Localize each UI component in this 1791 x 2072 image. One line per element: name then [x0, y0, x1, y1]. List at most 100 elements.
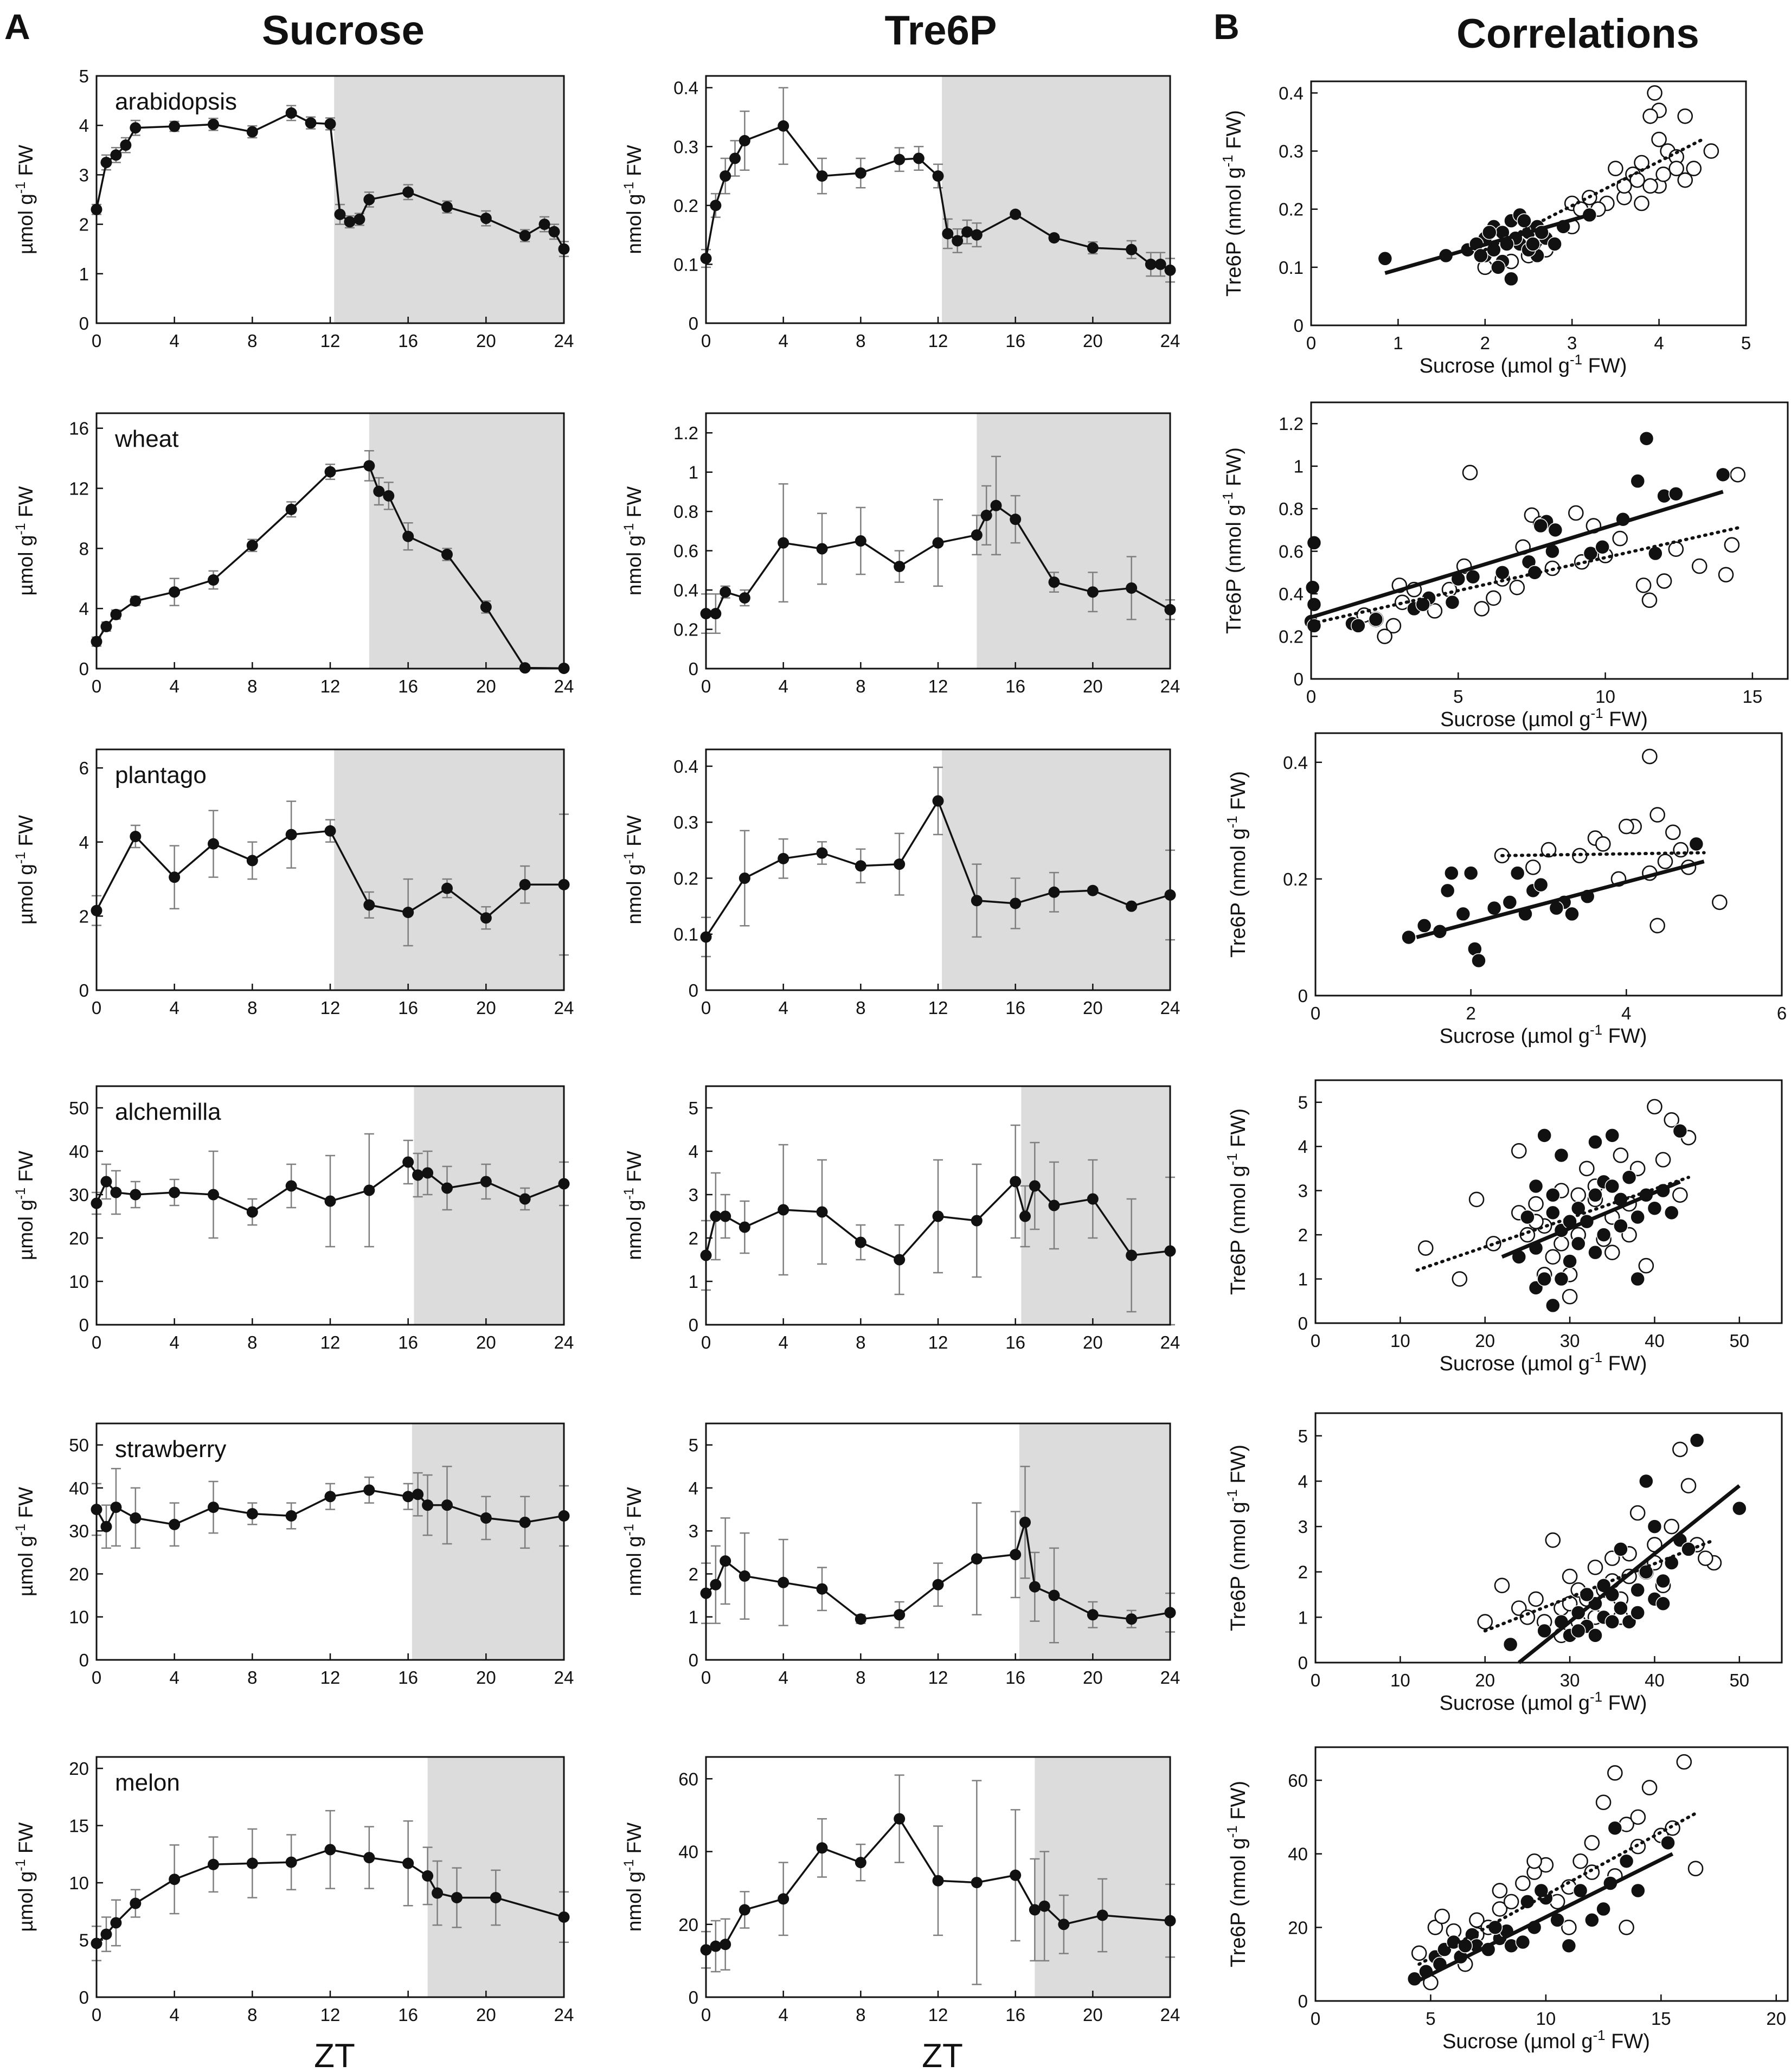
melon-sucrose-y-tick-label: 20 [69, 1759, 89, 1779]
melon-tre6p-data-point [1038, 1900, 1050, 1912]
alchemilla-correlation-light-period-point [1528, 1196, 1544, 1212]
arabidopsis-tre6p-x-tick-label: 0 [701, 331, 711, 351]
plantago-tre6p-data-point [894, 858, 906, 870]
plantago-correlation-light-period-point [1642, 748, 1658, 765]
plantago-correlation-plot-frame [1314, 732, 1783, 997]
alchemilla-correlation-regression-dark [1501, 1180, 1681, 1259]
arabidopsis-correlation-dark-period-point [1377, 251, 1393, 266]
plantago-correlation-regression-light [1500, 851, 1706, 857]
strawberry-sucrose-species-title: strawberry [115, 1436, 226, 1462]
wheat-correlation-x-tick-label: 0 [1306, 687, 1316, 707]
plantago-sucrose-data-point [402, 907, 414, 919]
melon-correlation-light-period-point [1641, 1780, 1658, 1795]
alchemilla-sucrose-dark-period-shade [414, 1086, 564, 1325]
wheat-sucrose-data-point [441, 548, 453, 560]
strawberry-sucrose-data-point [363, 1484, 375, 1496]
alchemilla-sucrose-data-point [402, 1156, 414, 1168]
plantago-tre6p-data-point [1126, 900, 1138, 912]
strawberry-sucrose-y-tick-label: 50 [69, 1435, 89, 1455]
plantago-correlation-dark-period-point [1444, 865, 1459, 881]
wheat-sucrose-data-point [208, 574, 219, 586]
plantago-correlation-light-period-point [1665, 824, 1681, 841]
melon-correlation-regression-dark [1414, 1852, 1674, 1985]
alchemilla-sucrose-data-point [480, 1176, 492, 1188]
plantago-correlation-y-tick-label: 0.2 [1283, 869, 1308, 889]
melon-sucrose-data-point [208, 1858, 219, 1870]
alchemilla-correlation-dark-period-point [1588, 1134, 1603, 1150]
melon-sucrose-data-point [402, 1857, 414, 1869]
melon-sucrose-x-tick-label: 12 [320, 2005, 341, 2025]
arabidopsis-sucrose-y-tick-label: 4 [79, 116, 89, 136]
alchemilla-correlation-dark-period-point [1545, 1188, 1561, 1203]
strawberry-correlation-x-tick-label: 50 [1729, 1670, 1749, 1690]
strawberry-correlation-light-period-point [1629, 1505, 1646, 1521]
zt-axis-label-sucrose: ZT [314, 2037, 355, 2072]
wheat-tre6p-chart: 0 4 8 12 16 20 24 0 0.2 0.4 0.6 0.8 1 1.2 nmol g-1 FW [621, 412, 1180, 696]
strawberry-sucrose-data-point [324, 1491, 336, 1503]
alchemilla-correlation-light-period-point [1545, 1249, 1561, 1265]
alchemilla-correlation-y-tick-label: 1 [1298, 1269, 1308, 1290]
strawberry-sucrose-y-tick-label: 0 [79, 1650, 89, 1670]
alchemilla-tre6p-data-point [816, 1206, 828, 1218]
arabidopsis-sucrose-x-tick-label: 12 [320, 331, 341, 351]
strawberry-tre6p-x-tick-label: 8 [856, 1667, 865, 1688]
melon-sucrose-y-tick-label: 0 [79, 1987, 89, 2007]
plantago-correlation-dark-period-point [1440, 883, 1455, 899]
wheat-sucrose-data-point [130, 595, 142, 607]
strawberry-sucrose-x-tick-label: 20 [476, 1667, 496, 1688]
strawberry-correlation-dark-period-point [1639, 1564, 1654, 1580]
plantago-correlation-y-tick-label: 0 [1298, 986, 1308, 1006]
melon-correlation-light-period-point [1434, 1908, 1450, 1925]
strawberry-tre6p-data-point [710, 1579, 722, 1590]
arabidopsis-sucrose-data-point [324, 118, 336, 130]
alchemilla-tre6p-x-tick-label: 0 [701, 1332, 711, 1352]
strawberry-correlation-dark-period-point [1655, 1573, 1671, 1589]
strawberry-correlation-y-axis-label: Tre6P (nmol g-1 FW) [1224, 1445, 1250, 1631]
alchemilla-correlation-dark-period-point [1604, 1178, 1620, 1194]
alchemilla-correlation-dark-period-point [1621, 1170, 1637, 1185]
arabidopsis-tre6p-y-tick-label: 0.1 [673, 254, 698, 274]
melon-correlation-dark-period-point [1596, 1901, 1611, 1917]
arabidopsis-correlation-dark-period-point [1504, 271, 1519, 287]
arabidopsis-sucrose-data-point [441, 201, 453, 213]
wheat-correlation-regression-light [1309, 526, 1739, 625]
melon-sucrose-data-point [130, 1897, 142, 1909]
wheat-correlation-light-period-point [1668, 541, 1684, 557]
wheat-correlation-dark-period-point [1351, 618, 1366, 633]
plantago-correlation-dark-period-point [1689, 836, 1704, 852]
wheat-sucrose-x-tick-label: 8 [247, 676, 257, 696]
plantago-sucrose-data-point [208, 838, 219, 850]
melon-tre6p-data-point [894, 1813, 906, 1825]
plantago-correlation-dark-period-point [1533, 877, 1549, 893]
melon-correlation-dark-period-point [1660, 1835, 1676, 1851]
plantago-sucrose-species-title: plantago [115, 762, 207, 788]
strawberry-correlation-dark-period-point [1604, 1614, 1620, 1630]
alchemilla-sucrose-y-tick-label: 50 [69, 1098, 89, 1118]
plantago-correlation-dark-period-point [1455, 906, 1471, 922]
strawberry-sucrose-data-point [480, 1512, 492, 1524]
arabidopsis-sucrose-y-tick-label: 3 [79, 165, 89, 185]
arabidopsis-tre6p-data-point [739, 134, 750, 146]
wheat-sucrose-y-tick-label: 16 [69, 419, 89, 439]
strawberry-tre6p-data-point [778, 1576, 789, 1588]
plantago-correlation-light-period-point [1657, 854, 1673, 869]
arabidopsis-correlation-y-tick-label: 0.4 [1279, 83, 1304, 103]
arabidopsis-correlation-light-period-point [1608, 161, 1623, 177]
arabidopsis-tre6p-data-point [932, 170, 944, 182]
arabidopsis-sucrose-data-point [120, 139, 132, 151]
wheat-correlation-y-tick-label: 0.8 [1279, 499, 1304, 519]
wheat-correlation-dark-period-point [1648, 546, 1663, 561]
alchemilla-correlation-dark-period-point [1613, 1218, 1628, 1234]
alchemilla-correlation-light-period-point [1452, 1271, 1468, 1287]
zt-axis-label-tre6p: ZT [922, 2037, 963, 2072]
plantago-tre6p-x-tick-label: 16 [1005, 998, 1025, 1018]
wheat-tre6p-y-tick-label: 0.8 [673, 502, 698, 522]
alchemilla-correlation-dark-period-point [1528, 1178, 1544, 1194]
plantago-correlation-x-axis-label: Sucrose (µmol g-1 FW) [1440, 1022, 1647, 1048]
plantago-sucrose-dark-period-shade [334, 749, 564, 990]
arabidopsis-sucrose-data-point [354, 213, 365, 225]
correlations-column-header: Correlations [1456, 11, 1699, 57]
arabidopsis-sucrose-y-tick-label: 2 [79, 215, 89, 235]
arabidopsis-correlation-x-tick-label: 4 [1654, 333, 1664, 353]
strawberry-correlation-y-tick-label: 5 [1298, 1426, 1308, 1446]
